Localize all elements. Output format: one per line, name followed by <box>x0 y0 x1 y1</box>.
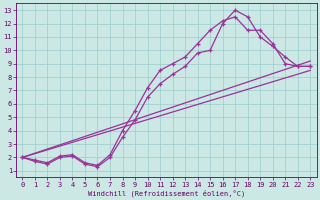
X-axis label: Windchill (Refroidissement éolien,°C): Windchill (Refroidissement éolien,°C) <box>88 189 245 197</box>
